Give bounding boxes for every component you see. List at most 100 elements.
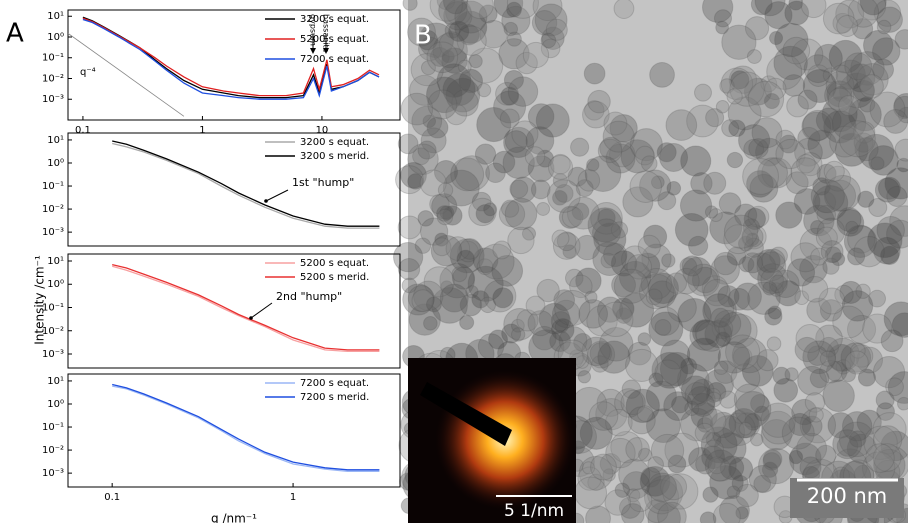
particle [483,279,517,313]
particle [582,461,596,475]
particle [612,297,635,320]
particle [450,157,485,192]
particle [755,137,784,167]
particle [815,444,837,466]
particle [407,173,424,190]
y-tick-label: 10⁰ [47,158,64,169]
particle [690,401,718,430]
particle [656,142,677,163]
particle [880,430,908,462]
particle [417,210,434,227]
particle [418,22,455,59]
annotation: bassanite [322,14,331,53]
particle [815,324,843,353]
particle [733,282,762,311]
particle [729,71,765,107]
particle [445,77,481,113]
particle [475,204,495,224]
particle [844,52,873,81]
particle [748,465,777,494]
particle [657,191,677,211]
particle [509,179,529,199]
particle [732,346,753,367]
particle [516,309,539,332]
particle [602,468,616,482]
particle [876,19,892,35]
particle [439,283,469,313]
particle [648,280,677,309]
particle [622,186,654,218]
particle [596,388,625,417]
particle [411,289,435,313]
particle [578,455,614,491]
particle [846,314,877,344]
particle [723,313,758,349]
particle [625,437,650,462]
particle [830,64,852,86]
particle [663,391,693,421]
particle [626,488,641,503]
particle [397,215,422,240]
particle [639,169,672,202]
particle [459,314,475,331]
particle [761,157,793,189]
legend-label: 3200 s equat. [300,14,369,25]
particle [789,442,822,476]
particle [536,149,555,168]
particle [689,320,720,351]
particle [577,370,592,384]
particle [743,77,772,106]
particle [628,488,653,513]
particle [420,217,449,246]
particle [857,190,875,208]
particle [532,0,563,22]
particle [634,252,661,279]
particle [703,293,735,324]
particle [532,325,557,351]
particle [728,119,746,137]
particle [535,103,570,138]
particle [704,439,724,460]
particle [832,429,863,460]
particle [851,18,874,40]
particle [807,64,830,87]
particle [710,411,737,439]
particle [891,312,908,338]
particle [823,179,857,212]
particle [419,169,447,197]
particle [757,263,789,295]
particle [603,111,628,136]
particle [738,256,755,273]
annotation: 2nd "hump" [276,290,342,303]
particle [577,169,601,192]
particle [859,96,876,113]
particle [713,309,742,338]
particle [710,307,731,328]
particle [868,289,887,308]
scale-bar-background [790,478,904,518]
particle [796,432,828,464]
particle [439,262,475,299]
y-tick-label: 10⁰ [47,399,64,410]
particle [744,413,762,431]
particle [694,319,720,345]
particle [441,49,455,64]
particle [680,357,698,375]
particle [762,452,782,471]
particle [813,43,843,73]
particle [574,476,608,510]
particle [769,31,784,46]
particle [595,398,628,431]
particle [701,445,725,470]
particle [511,318,525,333]
particle [558,326,588,355]
particle [828,39,863,74]
particle [618,260,652,294]
particle [476,258,494,276]
particle [753,474,772,493]
particle [413,280,444,312]
particle [824,246,842,263]
particle [662,473,699,510]
particle [717,341,751,374]
particle [436,0,456,11]
